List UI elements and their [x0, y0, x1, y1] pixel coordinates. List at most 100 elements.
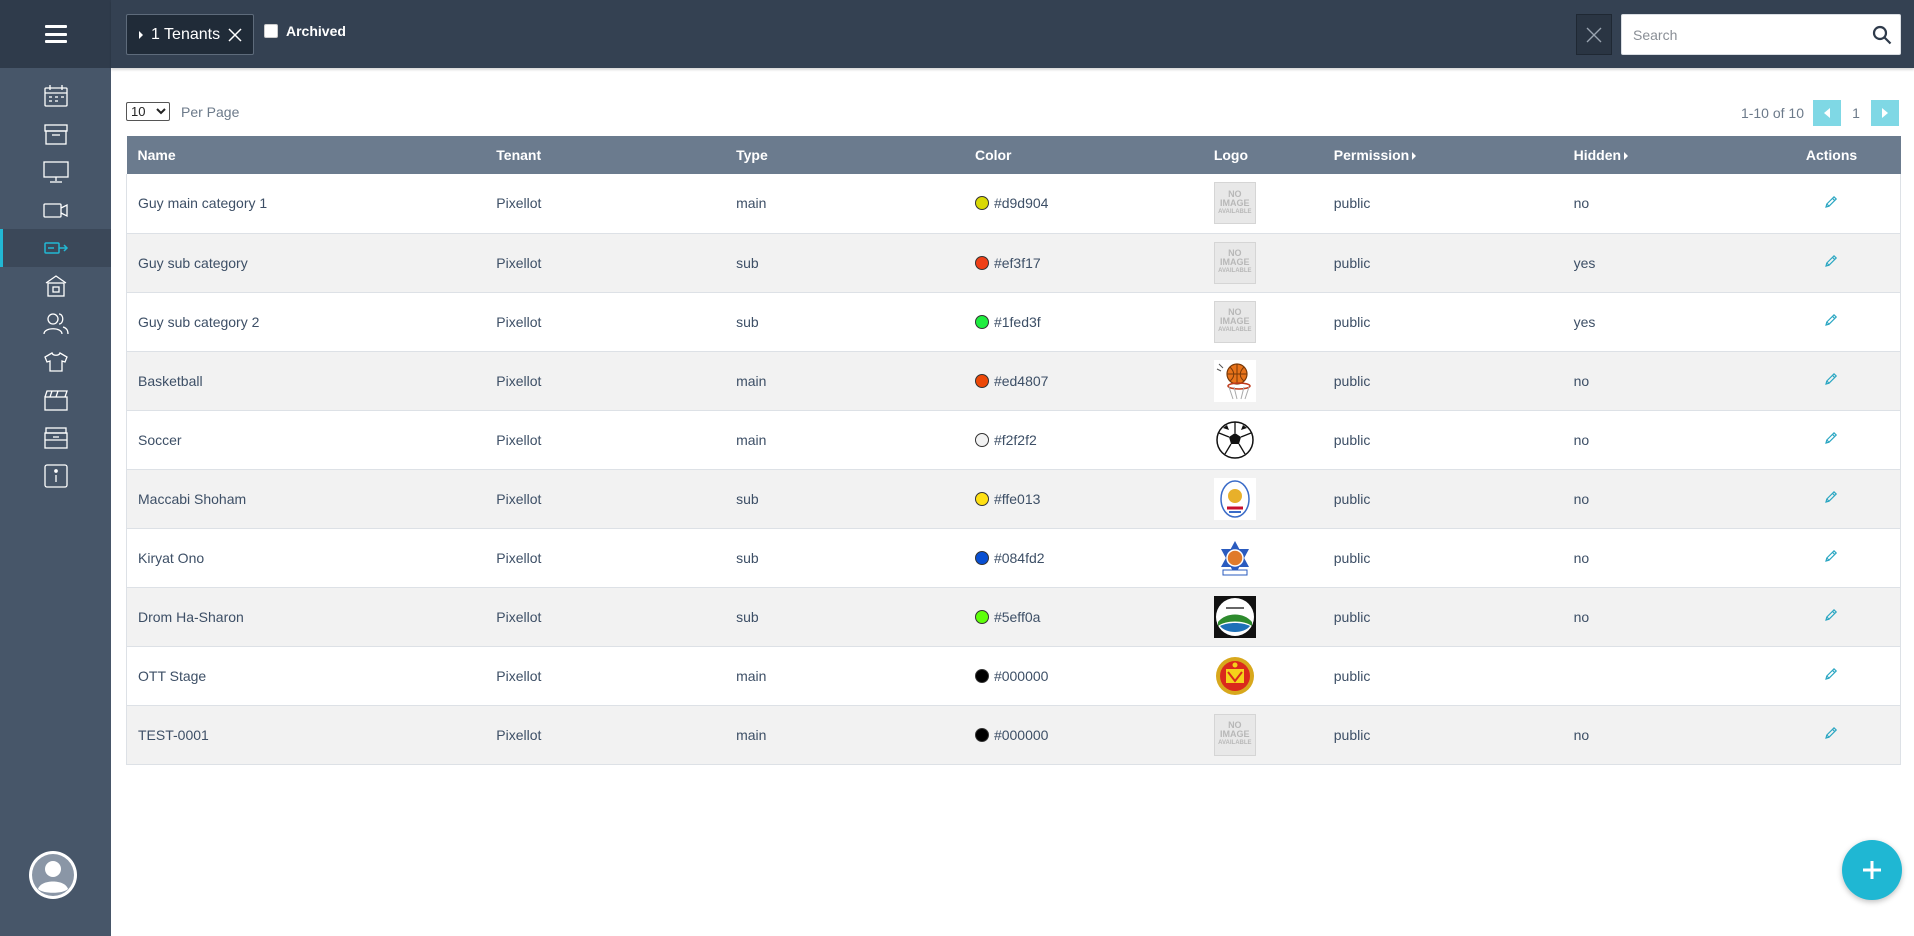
sidebar-item-users[interactable] [0, 305, 111, 343]
column-header-name[interactable]: Name [137, 147, 176, 163]
archive-box-icon [43, 124, 68, 145]
user-avatar-icon[interactable] [27, 849, 79, 901]
cell-logo: NO IMAGE AVAILABLE [1203, 174, 1323, 233]
cell-permission: public [1333, 313, 1371, 330]
box-icon [43, 427, 68, 449]
caret-right-icon [1624, 152, 1629, 161]
cell-logo [1203, 528, 1323, 587]
table-row[interactable]: Guy main category 1 Pixellot main #d9d904 NO… [126, 174, 1901, 233]
search-icon[interactable] [1872, 25, 1892, 45]
no-image-placeholder: NO IMAGE AVAILABLE [1213, 182, 1256, 225]
cell-permission: public [1333, 490, 1371, 507]
cell-type: main [736, 431, 767, 448]
column-header-color[interactable]: Color [974, 147, 1012, 163]
close-icon[interactable] [227, 27, 243, 43]
sidebar-nav [0, 77, 111, 495]
sidebar-header [0, 0, 111, 68]
cell-color: #ed4807 [964, 351, 1203, 410]
sidebar-item-shirts[interactable] [0, 343, 111, 381]
cell-hidden: no [1573, 726, 1590, 743]
edit-pencil-icon[interactable] [1823, 548, 1839, 564]
hamburger-menu-icon[interactable] [44, 25, 67, 43]
no-image-text: IMAGE [1220, 316, 1250, 326]
table-row[interactable]: Basketball Pixellot main #ed4807 public no [126, 351, 1901, 410]
per-page-control: 10 Per Page [126, 102, 239, 121]
no-image-text: AVAILABLE [1218, 740, 1252, 746]
table-row[interactable]: Guy sub category Pixellot sub #ef3f17 NO IMAG… [126, 233, 1901, 292]
edit-pencil-icon[interactable] [1823, 607, 1839, 623]
table-row[interactable]: Kiryat Ono Pixellot sub #084fd2 public no [126, 528, 1901, 587]
search-box [1621, 14, 1901, 55]
sidebar-item-monitor[interactable] [0, 153, 111, 191]
no-image-text: IMAGE [1220, 729, 1250, 739]
column-header-type[interactable]: Type [736, 147, 768, 163]
prev-page-button[interactable] [1813, 100, 1841, 126]
edit-pencil-icon[interactable] [1823, 312, 1839, 328]
cell-color: #000000 [964, 646, 1203, 705]
edit-pencil-icon[interactable] [1823, 430, 1839, 446]
table-row[interactable]: Maccabi Shoham Pixellot sub #ffe013 public no [126, 469, 1901, 528]
sidebar-item-archive[interactable] [0, 115, 111, 153]
close-icon [1586, 27, 1602, 42]
soccer-logo [1213, 418, 1256, 461]
archived-toggle[interactable]: Archived [264, 23, 346, 39]
edit-pencil-icon[interactable] [1823, 371, 1839, 387]
sidebar-item-calendar[interactable] [0, 77, 111, 115]
cell-type: sub [736, 313, 759, 330]
table-row[interactable]: TEST-0001 Pixellot main #000000 NO IMAGE AVAIL… [126, 705, 1901, 764]
sidebar-item-teams[interactable] [0, 267, 111, 305]
cell-hidden: no [1573, 195, 1590, 212]
search-input[interactable] [1622, 15, 1852, 54]
cell-hidden: no [1573, 549, 1590, 566]
info-icon [43, 464, 68, 488]
table-row[interactable]: Guy sub category 2 Pixellot sub #1fed3f NO IM… [126, 292, 1901, 351]
next-page-button[interactable] [1871, 100, 1899, 126]
sidebar-item-storage[interactable] [0, 419, 111, 457]
color-swatch [974, 668, 989, 683]
column-header-permission-label: Permission [1333, 147, 1410, 163]
table-row[interactable]: Drom Ha-Sharon Pixellot sub #5eff0a public no [126, 587, 1901, 646]
kiryat-logo [1213, 536, 1256, 579]
caret-right-icon [139, 30, 143, 39]
tenant-filter-label: 1 Tenants [151, 25, 221, 43]
column-header-tenant[interactable]: Tenant [496, 147, 542, 163]
column-header-logo[interactable]: Logo [1213, 147, 1249, 163]
edit-pencil-icon[interactable] [1823, 725, 1839, 741]
table-row[interactable]: OTT Stage Pixellot main #000000 public [126, 646, 1901, 705]
edit-pencil-icon[interactable] [1823, 666, 1839, 682]
sidebar-item-media[interactable] [0, 381, 111, 419]
add-category-button[interactable] [1842, 840, 1902, 900]
clear-search-button[interactable] [1576, 14, 1612, 55]
cell-hidden: no [1573, 490, 1590, 507]
archived-checkbox[interactable] [264, 24, 278, 38]
table-row[interactable]: Soccer Pixellot main #f2f2f2 public no [126, 410, 1901, 469]
cell-permission: public [1333, 726, 1371, 743]
cell-type: main [736, 372, 767, 389]
cell-permission: public [1333, 608, 1371, 625]
sidebar-item-video[interactable] [0, 191, 111, 229]
current-page[interactable]: 1 [1852, 105, 1860, 121]
cell-tenant: Pixellot [496, 549, 542, 566]
column-header-permission[interactable]: Permission [1323, 136, 1563, 174]
tenant-filter-chip[interactable]: 1 Tenants [126, 14, 254, 55]
cell-tenant: Pixellot [496, 490, 542, 507]
color-hex: #d9d904 [993, 195, 1049, 212]
basketball-logo [1213, 359, 1256, 402]
edit-pencil-icon[interactable] [1823, 194, 1839, 210]
cell-logo [1203, 469, 1323, 528]
cell-type: main [736, 667, 767, 684]
cell-hidden: no [1573, 608, 1590, 625]
cell-name: TEST-0001 [138, 726, 209, 743]
cell-actions [1763, 646, 1901, 705]
color-swatch [974, 255, 989, 270]
pagination-range: 1-10 of 10 [1740, 105, 1804, 121]
edit-pencil-icon[interactable] [1823, 489, 1839, 505]
cell-tenant: Pixellot [496, 431, 542, 448]
cell-color: #084fd2 [964, 528, 1203, 587]
color-hex: #ed4807 [993, 372, 1049, 389]
per-page-select[interactable]: 10 [126, 102, 170, 121]
column-header-hidden[interactable]: Hidden [1563, 136, 1763, 174]
edit-pencil-icon[interactable] [1823, 253, 1839, 269]
sidebar-item-info[interactable] [0, 457, 111, 495]
sidebar-item-categories[interactable] [0, 229, 111, 267]
